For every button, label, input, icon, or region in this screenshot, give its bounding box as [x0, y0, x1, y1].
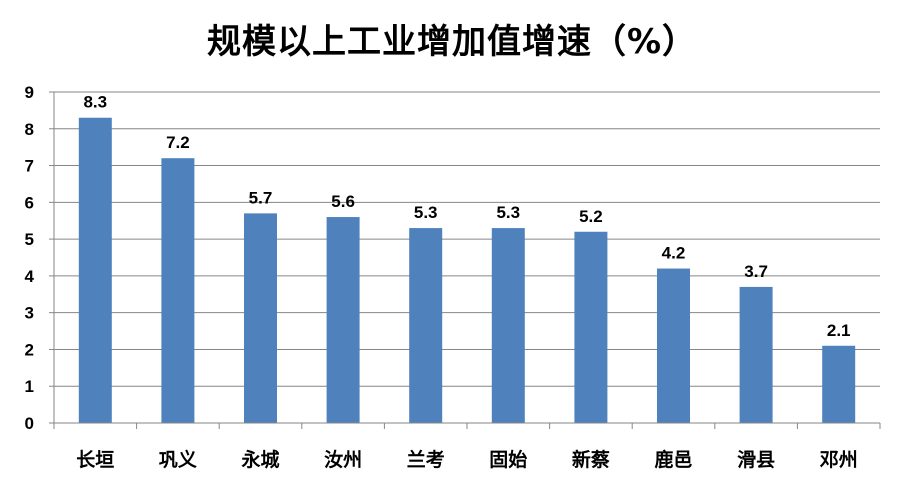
y-tick-label: 9	[25, 83, 34, 102]
y-axis-ticks: 0 1 2 3 4 5 6 7 8 9	[25, 83, 54, 433]
bar	[409, 228, 443, 423]
x-category-label: 滑县	[737, 449, 775, 471]
y-tick-label: 5	[25, 230, 34, 249]
data-label: 8.3	[83, 93, 107, 112]
y-tick-label: 3	[25, 304, 34, 323]
x-category-label: 邓州	[820, 449, 858, 471]
bar	[161, 158, 195, 423]
x-category-label: 鹿邑	[654, 448, 692, 471]
y-tick-label: 0	[25, 414, 34, 433]
y-tick-label: 7	[25, 157, 34, 176]
data-label: 5.3	[496, 203, 520, 222]
data-label: 5.6	[331, 192, 355, 211]
x-category-label: 巩义	[159, 449, 197, 471]
data-label: 5.2	[579, 207, 603, 226]
bar	[574, 231, 608, 423]
x-category-label: 固始	[489, 448, 527, 471]
y-tick-label: 1	[25, 377, 34, 396]
bar	[739, 286, 773, 423]
bars	[78, 117, 856, 423]
y-tick-label: 2	[25, 340, 34, 359]
y-tick-label: 6	[25, 193, 34, 212]
bar	[78, 117, 112, 423]
bar	[244, 213, 277, 423]
axes	[53, 92, 880, 424]
bar	[822, 345, 856, 423]
bar	[657, 268, 690, 423]
bar	[491, 228, 525, 423]
chart-title: 规模以上工业增加值增速（%）	[206, 22, 698, 62]
bar	[326, 217, 360, 423]
x-category-label: 永城	[240, 448, 279, 471]
data-label: 2.1	[827, 321, 851, 340]
x-axis-categories: 长垣 巩义 永城 汝州 兰考 固始 新蔡 鹿邑 滑县 邓州	[53, 423, 881, 471]
y-tick-label: 8	[25, 120, 34, 139]
data-label: 4.2	[662, 244, 686, 263]
x-category-label: 长垣	[76, 449, 114, 471]
data-label: 7.2	[166, 133, 190, 152]
x-category-label: 汝州	[324, 448, 362, 471]
x-category-label: 新蔡	[572, 448, 610, 471]
data-label: 3.7	[744, 262, 768, 281]
y-tick-label: 4	[25, 267, 35, 286]
data-labels: 8.3 7.2 5.7 5.6 5.3 5.3 5.2 4.2 3.7 2.1	[83, 93, 850, 340]
data-label: 5.7	[249, 188, 273, 207]
x-category-label: 兰考	[407, 448, 445, 471]
data-label: 5.3	[414, 203, 438, 222]
